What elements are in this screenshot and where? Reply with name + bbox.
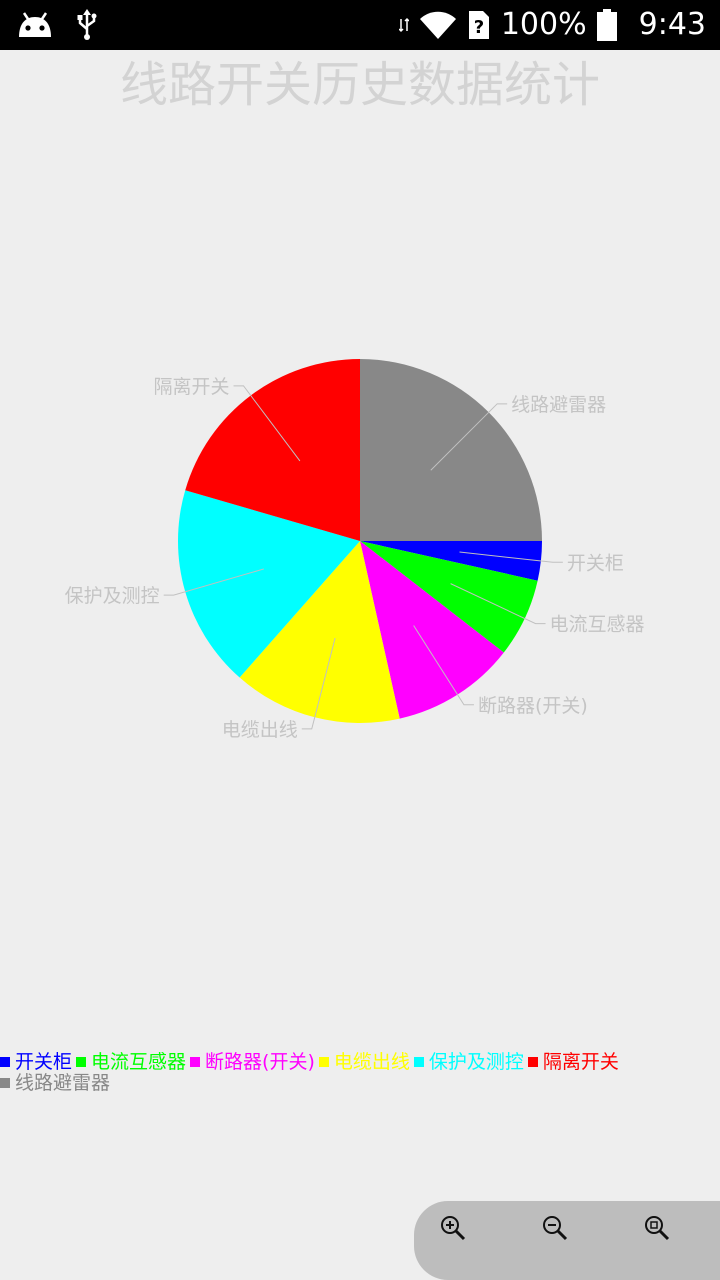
legend-label: 开关柜 [15, 1051, 73, 1073]
legend-swatch [190, 1057, 201, 1067]
legend-label: 电流互感器 [91, 1051, 187, 1073]
legend-swatch [413, 1057, 424, 1067]
legend-swatch [527, 1057, 538, 1067]
slice-leader-line [459, 551, 563, 563]
slice-label: 电流互感器 [550, 614, 645, 636]
slice-leader-line [163, 568, 265, 596]
slice-label: 电缆出线 [222, 719, 298, 741]
slice-leader-line [413, 625, 474, 706]
pie-slice [360, 541, 538, 653]
legend-item: 断路器(开关) [190, 1052, 315, 1073]
wifi-icon [419, 11, 456, 39]
slice-leader-line [430, 403, 508, 471]
slice-label: 线路避雷器 [511, 394, 606, 416]
slice-label: 开关柜 [567, 552, 624, 574]
slice-label: 隔离开关 [154, 376, 230, 398]
slice-leader-line [301, 637, 336, 730]
legend-item: 隔离开关 [527, 1051, 619, 1073]
status-bar: ? 100% 9:43 [0, 0, 720, 50]
legend-swatch [0, 1057, 10, 1067]
signal-arrows-icon [398, 17, 409, 33]
legend-item: 电缆出线 [318, 1051, 410, 1073]
pie-slice [177, 490, 360, 678]
usb-icon [77, 9, 97, 40]
pie-slice [185, 359, 360, 541]
pie-slice [360, 541, 504, 719]
slice-label: 保护及测控 [65, 585, 160, 607]
clock: 9:43 [638, 7, 706, 42]
legend-swatch [318, 1057, 329, 1067]
android-icon [19, 12, 51, 37]
legend-item: 线路避雷器 [0, 1073, 110, 1094]
legend-label: 隔离开关 [542, 1051, 619, 1073]
slice-leader-line [450, 583, 546, 625]
legend-item: 开关柜 [0, 1052, 72, 1073]
zoom-in-icon[interactable] [440, 1215, 466, 1241]
svg-text:?: ? [474, 17, 484, 38]
legend-label: 电缆出线 [333, 1051, 410, 1073]
legend-label: 线路避雷器 [15, 1072, 111, 1094]
pie-slice [239, 541, 400, 723]
slice-label: 断路器(开关) [478, 695, 588, 717]
legend-label: 保护及测控 [428, 1051, 524, 1073]
legend-item: 电流互感器 [76, 1052, 186, 1073]
battery-icon [596, 9, 617, 41]
battery-percentage: 100% [500, 7, 587, 42]
pie-slice [360, 541, 543, 581]
zoom-reset-icon[interactable] [644, 1215, 670, 1241]
legend-swatch [76, 1057, 87, 1067]
legend-label: 断路器(开关) [205, 1051, 315, 1073]
zoom-out-icon[interactable] [542, 1215, 568, 1241]
chart-legend: 开关柜 电流互感器 断路器(开关) 电缆出线 保护及测控 隔离开关线路避雷器 [0, 1052, 720, 1094]
legend-swatch [0, 1078, 10, 1088]
zoom-controls [414, 1201, 720, 1280]
chart-title: 线路开关历史数据统计 [119, 57, 600, 113]
sim-unknown-icon: ? [468, 11, 489, 39]
legend-item: 保护及测控 [413, 1051, 524, 1073]
slice-leader-line [233, 385, 301, 462]
